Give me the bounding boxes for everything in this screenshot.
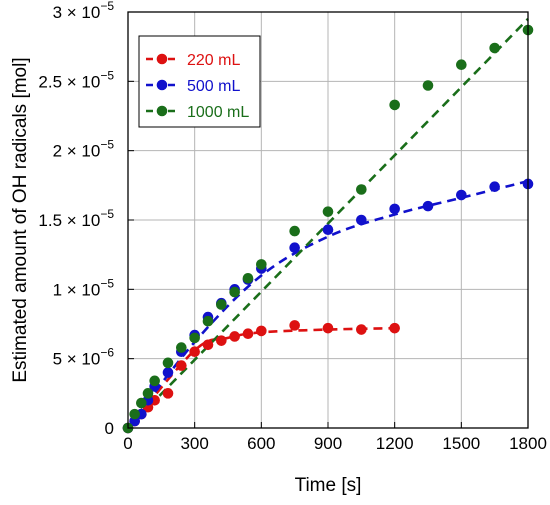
data-point	[322, 322, 334, 334]
data-point	[129, 408, 140, 420]
data-point	[242, 272, 254, 284]
data-points	[122, 24, 534, 434]
data-point	[216, 335, 227, 346]
y-tick-label: 2 × 10−5	[53, 138, 115, 161]
data-point	[229, 331, 240, 342]
data-point	[289, 242, 300, 254]
data-point	[189, 346, 200, 358]
data-point	[202, 339, 214, 351]
data-point	[422, 80, 434, 91]
fit-line	[126, 179, 529, 429]
data-point	[322, 224, 334, 236]
data-point	[489, 42, 500, 54]
data-point	[162, 388, 174, 399]
y-tick-label: 1.5 × 10−5	[38, 207, 114, 230]
data-point	[289, 225, 300, 237]
x-tick-label: 600	[247, 434, 275, 453]
y-tick-label: 1 × 10−5	[53, 276, 115, 299]
data-point	[242, 328, 254, 340]
y-axis-ticks: 0 5 × 10−6 1 × 10−5 1.5 × 10−5 2 × 10−5 2.5 ×…	[38, 0, 134, 438]
data-point	[256, 259, 267, 270]
data-point	[176, 360, 187, 371]
x-axis-label: Time [s]	[295, 475, 362, 496]
fit-line	[127, 18, 529, 429]
x-axis-ticks: 0 300 600 900 1200 1500 1800	[123, 422, 547, 453]
data-point	[149, 375, 160, 387]
data-point	[136, 397, 147, 409]
data-point	[322, 206, 334, 217]
data-point	[356, 324, 367, 335]
data-point	[256, 325, 267, 337]
data-point	[216, 299, 227, 310]
data-point	[356, 184, 367, 195]
data-point	[229, 286, 240, 298]
x-tick-label: 0	[123, 434, 132, 453]
data-point	[389, 99, 400, 111]
y-tick-label: 3 × 10−5	[53, 0, 115, 22]
legend: 220 mL 500 mL 1000 mL	[138, 35, 261, 128]
data-point	[356, 214, 367, 226]
legend-entry: 500 mL	[187, 78, 240, 95]
legend-entry: 1000 mL	[187, 104, 249, 121]
legend-marker	[156, 79, 168, 91]
data-point	[289, 320, 300, 331]
data-point	[389, 203, 400, 215]
x-tick-label: 1800	[509, 434, 547, 453]
data-point	[456, 59, 467, 70]
y-tick-label: 2.5 × 10−5	[38, 68, 114, 91]
y-tick-label: 0	[105, 419, 114, 438]
x-tick-label: 1500	[442, 434, 480, 453]
data-point	[142, 388, 154, 399]
data-point	[162, 367, 174, 378]
data-point	[189, 332, 200, 344]
x-tick-label: 1200	[376, 434, 414, 453]
data-point	[202, 315, 214, 327]
data-point	[162, 357, 174, 369]
y-axis-label: Estimated amount of OH radicals [mol]	[10, 57, 31, 382]
data-point	[456, 189, 467, 201]
y-tick-label: 5 × 10−6	[53, 346, 115, 369]
data-point	[389, 322, 400, 334]
legend-marker	[156, 105, 168, 117]
legend-entry: 220 mL	[187, 52, 240, 69]
x-tick-label: 900	[314, 434, 342, 453]
data-point	[176, 342, 187, 353]
x-tick-label: 300	[180, 434, 208, 453]
legend-marker	[156, 53, 168, 65]
data-point	[422, 200, 434, 212]
data-point	[489, 181, 500, 193]
